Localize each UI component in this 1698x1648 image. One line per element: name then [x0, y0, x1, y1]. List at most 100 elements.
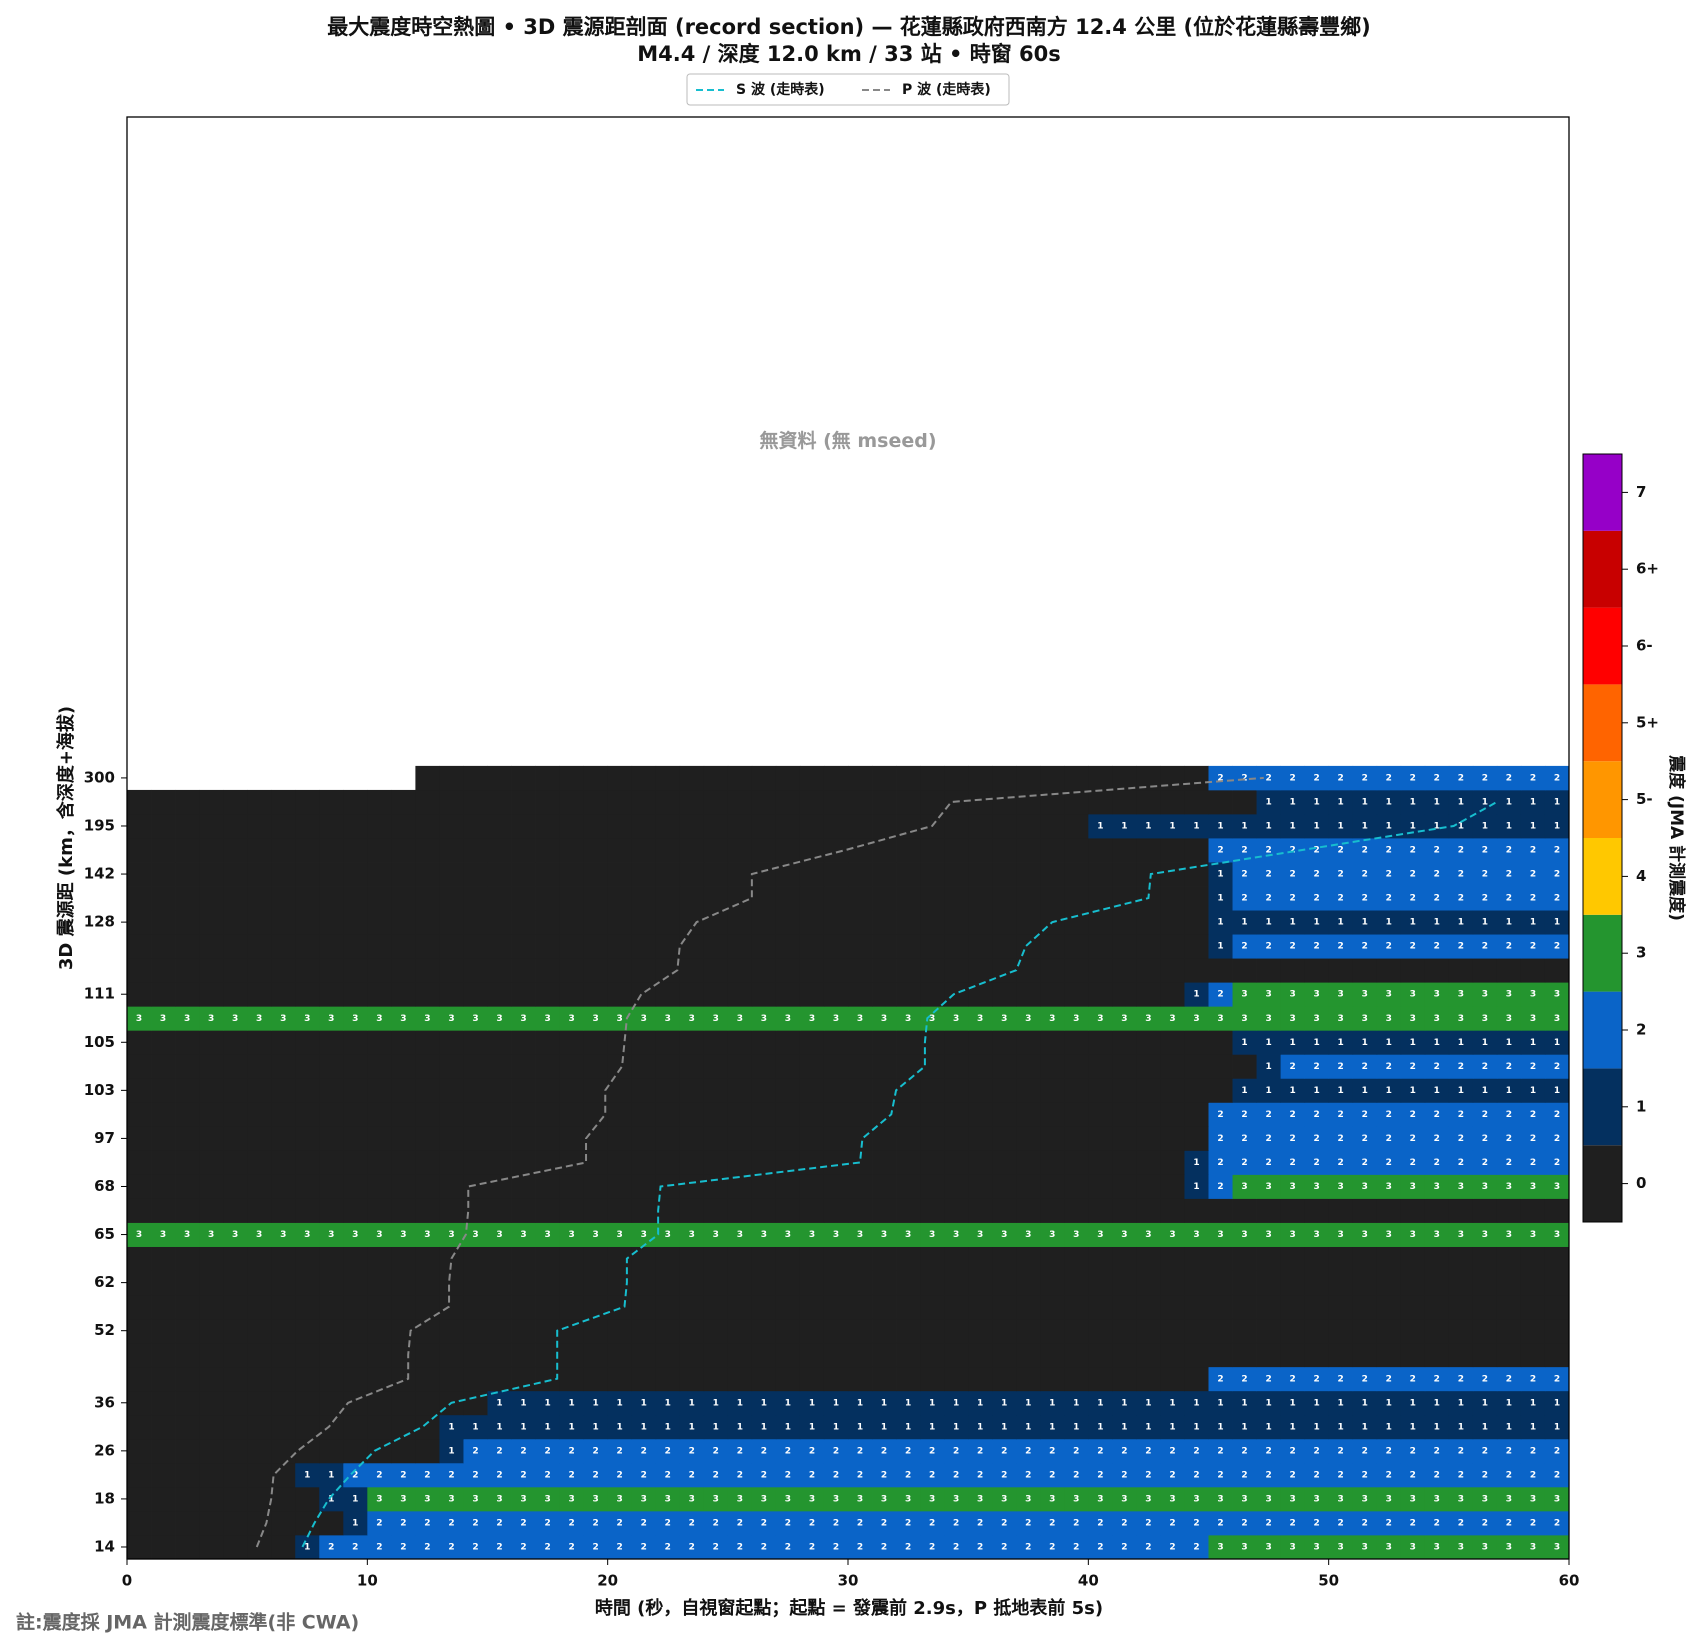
heatmap-cell: [848, 813, 873, 839]
cell-label: 2: [1049, 1446, 1055, 1456]
heatmap-cell: [535, 813, 560, 839]
heatmap-cell: [1496, 910, 1522, 935]
heatmap-cell: [199, 934, 224, 959]
heatmap-cell: [1352, 1126, 1378, 1151]
cell-label: 2: [1506, 1158, 1512, 1168]
cell-label: 3: [232, 1014, 238, 1024]
heatmap-cell: [1256, 910, 1281, 935]
heatmap-cell: [1232, 1270, 1257, 1296]
heatmap-cell: [439, 862, 464, 887]
cell-label: 2: [1121, 1518, 1127, 1528]
heatmap-cell: [1472, 934, 1498, 959]
heatmap-cell: [679, 1438, 705, 1464]
heatmap-cell: [1208, 1342, 1233, 1368]
heatmap-cell: [607, 1246, 633, 1271]
cell-label: 2: [977, 1446, 983, 1456]
heatmap-cell: [775, 958, 801, 983]
heatmap-cell: [992, 1462, 1017, 1488]
heatmap-cell: [415, 982, 440, 1007]
cell-label: 2: [1289, 894, 1295, 904]
cell-label: 3: [929, 1230, 935, 1240]
heatmap-cell: [463, 1102, 488, 1127]
heatmap-cell: [751, 862, 777, 887]
cell-label: 2: [1314, 773, 1320, 783]
heatmap-cell: [679, 862, 705, 887]
cell-label: 2: [424, 1518, 430, 1528]
heatmap-cell: [655, 1270, 681, 1296]
heatmap-cell: [1328, 1486, 1354, 1512]
heatmap-cell: [1424, 838, 1450, 863]
heatmap-cell: [391, 1390, 416, 1416]
heatmap-cell: [463, 1150, 488, 1175]
heatmap-cell: [1424, 1342, 1450, 1368]
cell-label: 1: [1193, 1398, 1199, 1408]
heatmap-cell: [1424, 1414, 1450, 1440]
heatmap-cell: [1520, 1366, 1546, 1392]
cell-label: 2: [1530, 773, 1536, 783]
heatmap-cell: [848, 1126, 873, 1151]
cell-label: 2: [1482, 1518, 1488, 1528]
heatmap-cell: [1280, 1030, 1306, 1055]
heatmap-cell: [1448, 1246, 1474, 1271]
heatmap-cell: [872, 1246, 897, 1271]
heatmap-cell: [1400, 1222, 1426, 1247]
cell-label: 1: [1097, 821, 1103, 831]
heatmap-cell: [1136, 1294, 1161, 1320]
heatmap-cell: [487, 1222, 512, 1247]
heatmap-cell: [535, 934, 560, 959]
cell-label: 2: [1554, 1446, 1560, 1456]
heatmap-cell: [1208, 934, 1233, 959]
heatmap-cell: [535, 1006, 560, 1031]
heatmap-cell: [127, 1438, 152, 1464]
cell-label: 1: [1482, 1038, 1488, 1048]
heatmap-cell: [775, 1126, 801, 1151]
heatmap-cell: [1304, 1270, 1330, 1296]
heatmap-cell: [487, 1270, 512, 1296]
heatmap-cell: [1136, 958, 1161, 983]
heatmap-cell: [1208, 1414, 1233, 1440]
cell-label: 2: [833, 1446, 839, 1456]
heatmap-cell: [799, 1462, 825, 1488]
cell-label: 2: [376, 1518, 382, 1528]
heatmap-cell: [896, 1006, 921, 1031]
heatmap-cell: [823, 813, 849, 839]
cell-label: 3: [1554, 1542, 1560, 1552]
cell-label: 3: [1554, 1230, 1560, 1240]
cell-label: 3: [1458, 1182, 1464, 1192]
heatmap-cell: [799, 1294, 825, 1320]
heatmap-cell: [968, 1198, 993, 1223]
cell-label: 1: [1001, 1398, 1007, 1408]
heatmap-cell: [1184, 1270, 1209, 1296]
heatmap-cell: [727, 1006, 753, 1031]
heatmap-cell: [703, 1030, 729, 1055]
cell-label: 1: [1314, 1086, 1320, 1096]
heatmap-cell: [1064, 1510, 1089, 1536]
heatmap-cell: [199, 1030, 224, 1055]
cell-label: 3: [953, 1494, 959, 1504]
heatmap-cell: [848, 1270, 873, 1296]
travel-time-line: [301, 801, 1498, 1548]
cell-label: 3: [376, 1230, 382, 1240]
heatmap-cell: [679, 813, 705, 839]
heatmap-cell: [559, 1246, 585, 1271]
heatmap-cell: [607, 1390, 633, 1416]
cell-label: 2: [881, 1446, 887, 1456]
cell-label: 3: [280, 1014, 286, 1024]
heatmap-cell: [1448, 1078, 1474, 1103]
heatmap-cell: [1232, 1534, 1257, 1560]
heatmap-cell: [487, 1462, 512, 1488]
cell-label: 1: [1289, 918, 1295, 928]
heatmap-cell: [151, 1318, 176, 1344]
cell-label: 3: [1386, 1230, 1392, 1240]
heatmap-cell: [1208, 1222, 1233, 1247]
heatmap-cell: [319, 886, 344, 911]
heatmap-cell: [127, 1126, 152, 1151]
heatmap-cell: [631, 958, 657, 983]
cell-label: 1: [593, 1422, 599, 1432]
cell-label: 2: [1314, 1134, 1320, 1144]
heatmap-cell: [1496, 1270, 1522, 1296]
heatmap-cell: [1472, 1078, 1498, 1103]
heatmap-cell: [343, 838, 368, 863]
heatmap-cell: [1232, 862, 1257, 887]
heatmap-cell: [511, 1462, 536, 1488]
